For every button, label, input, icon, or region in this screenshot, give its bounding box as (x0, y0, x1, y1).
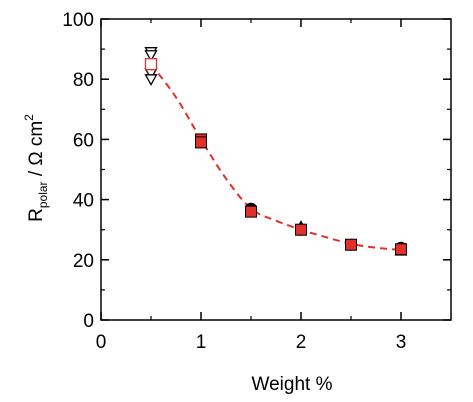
y-tick-label: 80 (73, 70, 94, 91)
y-axis-label-unit: / Ω cm (26, 121, 47, 182)
y-axis-label-superscript: 2 (22, 114, 36, 121)
y-axis-label-main: R (26, 208, 47, 222)
x-tick-label: 1 (196, 332, 207, 353)
y-tick-label: 40 (73, 191, 94, 212)
y-axis-ticks: 0 20 40 60 80 100 (62, 10, 451, 332)
data-point-triangle-down (144, 74, 158, 87)
x-axis-label: Weight % (252, 374, 333, 395)
data-point-square (195, 136, 207, 149)
data-point-triangle-down (144, 50, 158, 62)
x-tick-label: 0 (96, 332, 107, 353)
y-tick-label: 20 (73, 251, 94, 272)
data-point-square-open (144, 58, 158, 71)
data-markers (144, 47, 408, 256)
data-point-square (345, 238, 357, 251)
x-axis-ticks: 0 1 2 3 (96, 19, 407, 353)
y-axis-label-subscript: polar (36, 181, 50, 208)
x-tick-label: 2 (296, 332, 307, 353)
x-tick-label: 3 (396, 332, 407, 353)
y-tick-label: 0 (83, 311, 94, 332)
fit-curve (150, 63, 402, 251)
y-tick-label: 60 (73, 130, 94, 151)
data-point-square (245, 205, 257, 218)
y-tick-label: 100 (62, 10, 94, 31)
y-axis-label: Rpolar / Ω cm2 (22, 114, 50, 222)
fit-line (150, 63, 402, 251)
data-point-square (295, 223, 307, 236)
data-point-square (395, 243, 407, 256)
